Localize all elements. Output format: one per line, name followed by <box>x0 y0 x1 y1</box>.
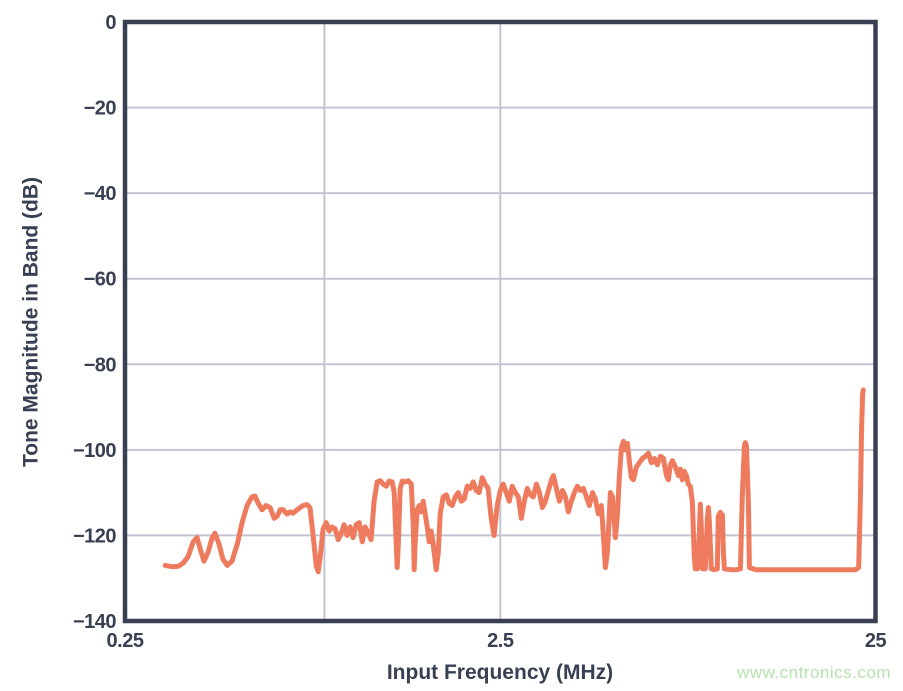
y-tick-label: 0 <box>105 12 116 34</box>
tone-magnitude-curve <box>162 387 866 575</box>
y-axis-tick-labels: 0 −20 −40 −60 −80 −100 −120 −140 <box>73 12 117 633</box>
watermark: www.cntronics.com <box>736 663 891 682</box>
plot-frame <box>122 19 878 624</box>
y-tick-label: −40 <box>84 183 117 205</box>
x-axis-tick-labels: 0.25 2.5 25 <box>107 630 887 652</box>
y-tick-label: −120 <box>73 525 116 547</box>
y-tick-label: −140 <box>73 611 116 633</box>
y-tick-label: −80 <box>84 354 117 376</box>
y-tick-label: −100 <box>73 440 116 462</box>
y-tick-label: −60 <box>84 269 117 291</box>
y-tick-label: −20 <box>84 98 117 120</box>
x-tick-label: 25 <box>865 630 887 652</box>
gridlines <box>125 22 876 621</box>
x-axis-title: Input Frequency (MHz) <box>387 661 613 684</box>
x-tick-label: 0.25 <box>107 630 144 652</box>
x-tick-label: 2.5 <box>487 630 514 652</box>
y-axis-title: Tone Magnitude in Band (dB) <box>20 177 43 467</box>
